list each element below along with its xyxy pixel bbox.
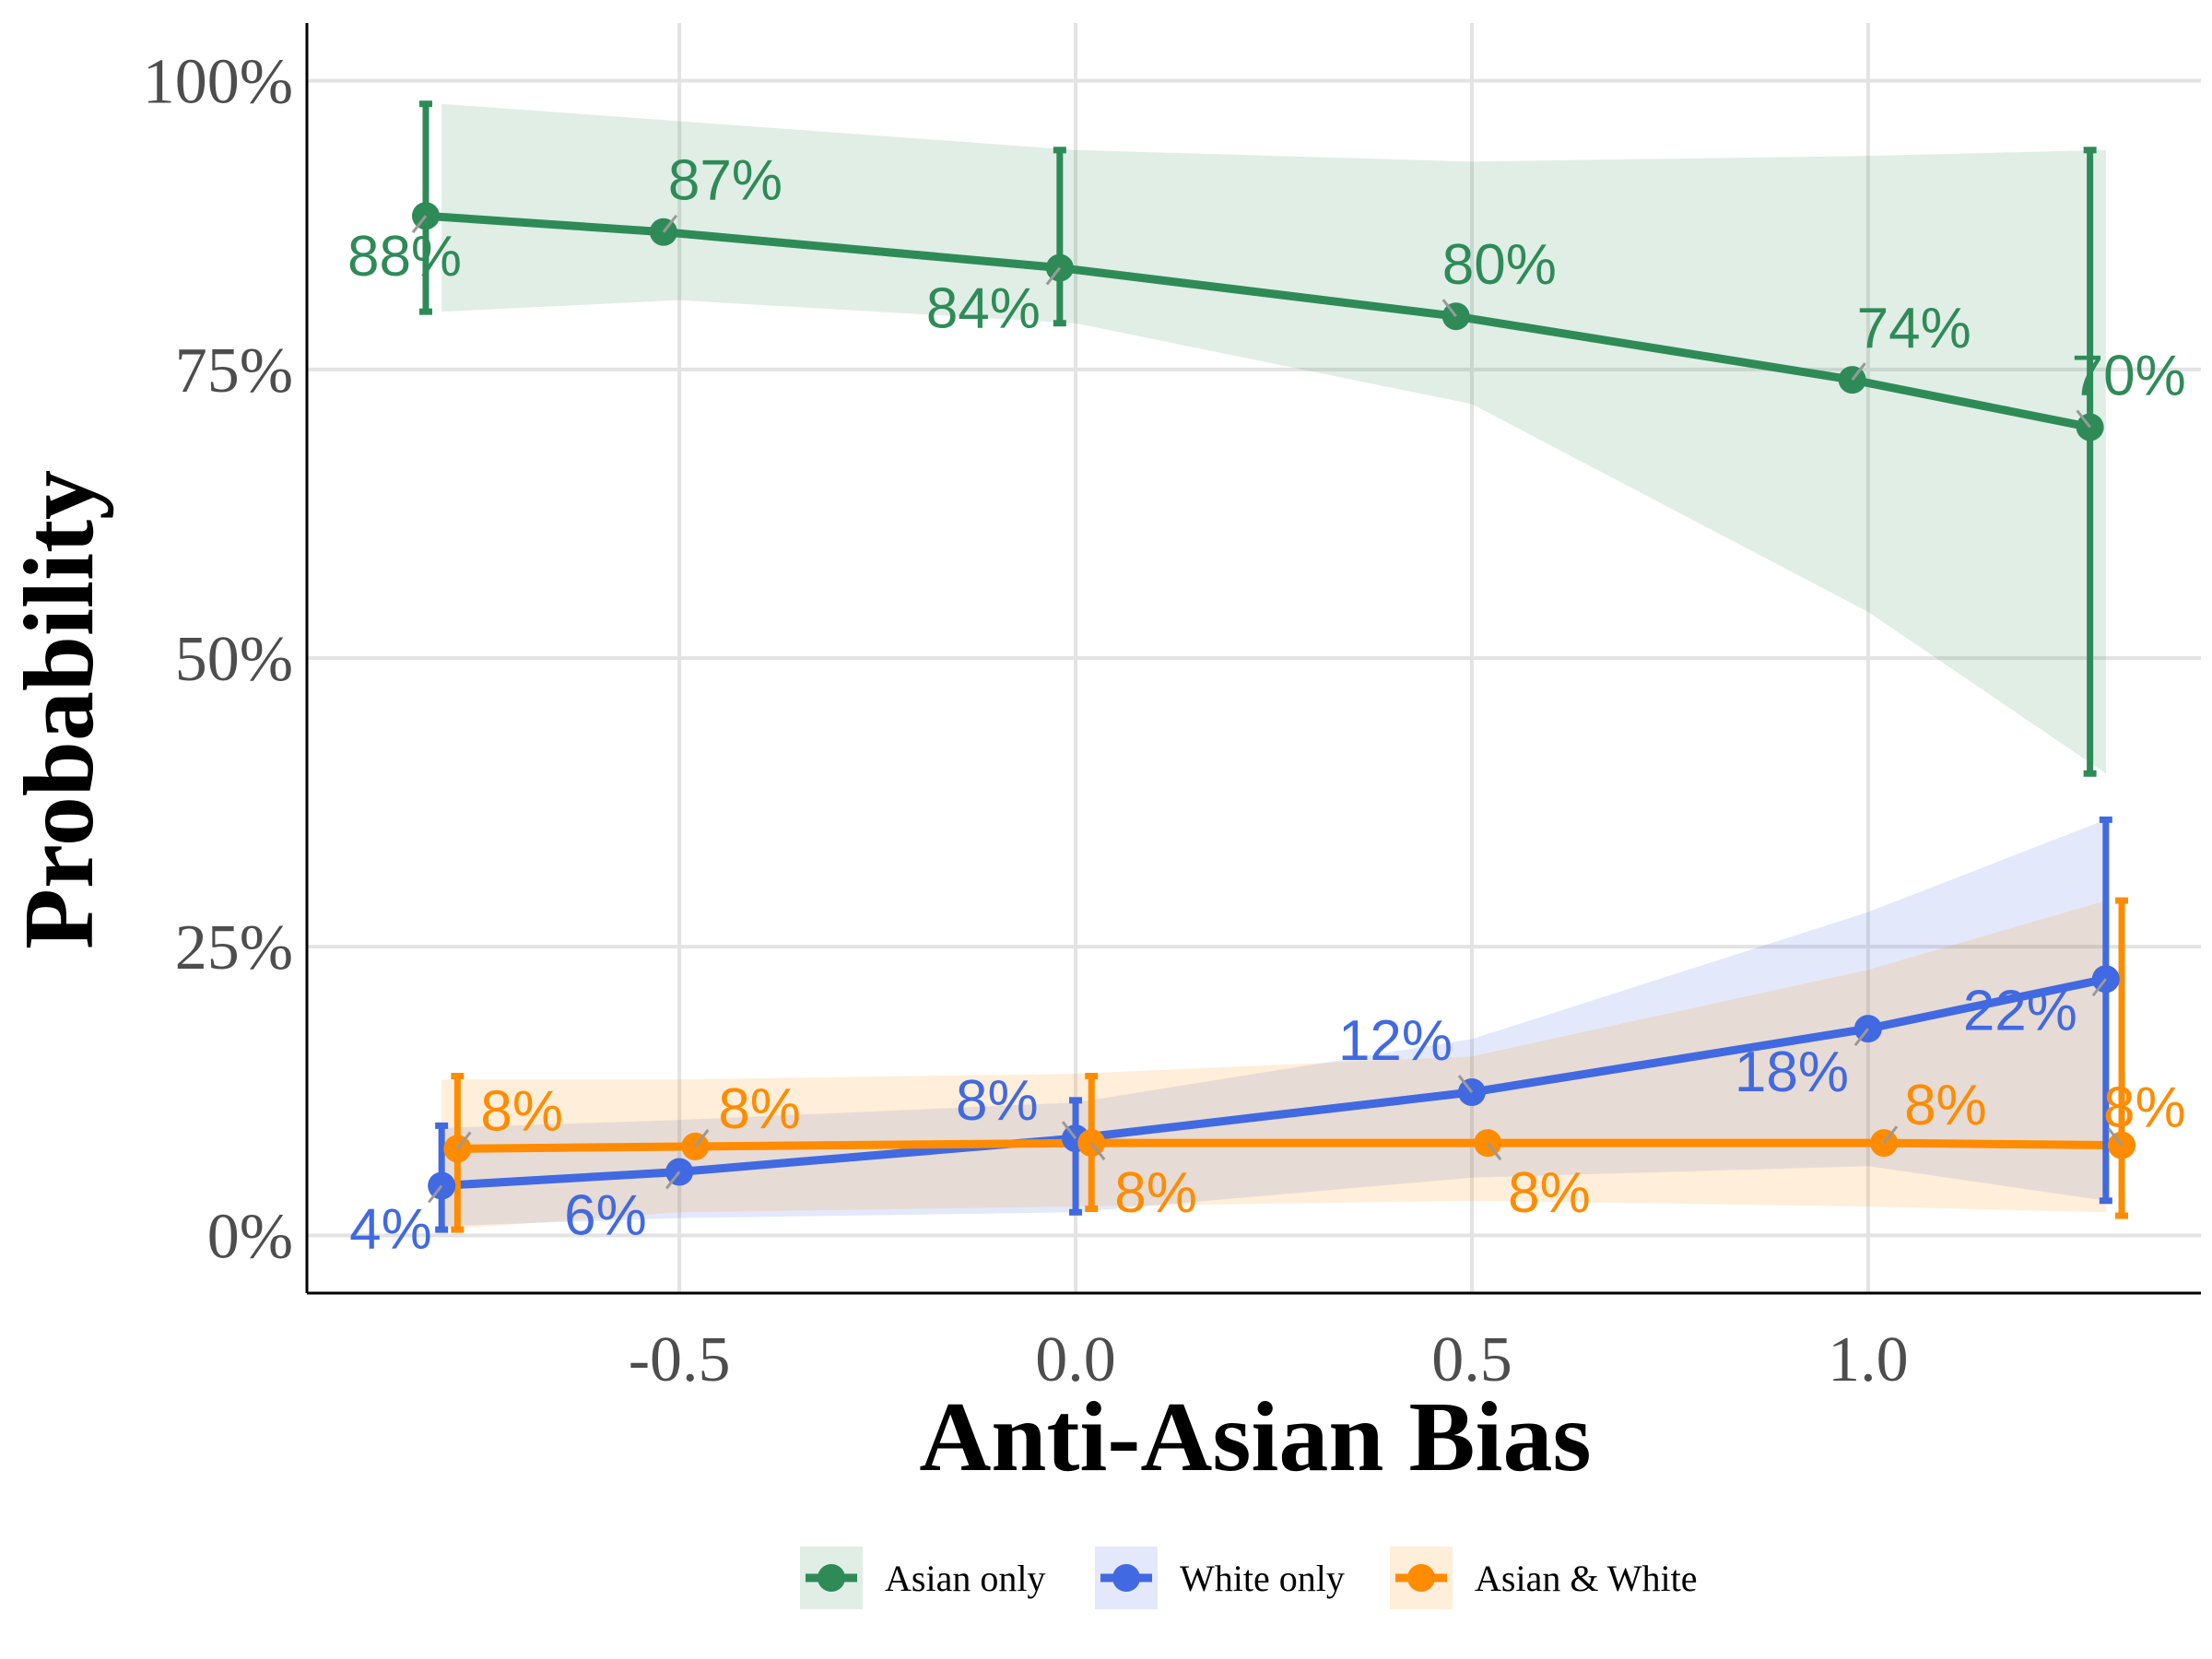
- y-tick-label: 25%: [175, 912, 293, 983]
- asian-only-error-bar: [2083, 147, 2097, 777]
- asian-and-white-line: [457, 1138, 2123, 1153]
- white-only-ribbon: [441, 819, 2106, 1227]
- asian-and-white-label-leader: [1882, 1125, 1899, 1145]
- y-axis-title: Probability: [5, 470, 114, 949]
- asian-only-label-leader: [1851, 362, 1866, 382]
- asian-and-white-data-label: 8%: [718, 1077, 801, 1141]
- y-tick-label: 50%: [175, 624, 293, 695]
- asian-and-white-data-label: 8%: [1508, 1161, 1591, 1225]
- white-only-label-leader: [665, 1171, 681, 1190]
- x-tick-label: 0.0: [1035, 1324, 1116, 1395]
- asian-only-data-label: 80%: [1442, 233, 1557, 297]
- asian-and-white-label-leader: [1486, 1142, 1502, 1161]
- legend-label: Asian & White: [1475, 1558, 1697, 1599]
- asian-and-white-data-label: 8%: [1114, 1161, 1197, 1225]
- y-tick-label: 0%: [207, 1201, 293, 1272]
- data-labels: 88%87%84%80%74%70%4% 6%8%12% 18%22%8% 8%8% 8…: [347, 149, 2186, 1262]
- legend-key-point: [818, 1564, 845, 1592]
- legend-key-point: [1112, 1564, 1140, 1592]
- asian-only-line: [425, 211, 2091, 431]
- white-only-data-label: 8%: [956, 1069, 1039, 1133]
- asian-only-data-label: 74%: [1857, 297, 1971, 360]
- white-only-error-bar: [2099, 816, 2112, 1205]
- x-axis-title: Anti-Asian Bias: [919, 1382, 1591, 1492]
- asian-only-data-label: 88%: [347, 225, 462, 288]
- asian-only-label-leader: [411, 215, 428, 234]
- asian-only-data-label: 70%: [2072, 344, 2186, 407]
- white-only-line: [441, 974, 2107, 1190]
- asian-and-white-data-label: 8%: [480, 1079, 563, 1143]
- white-only-label-leader: [1457, 1075, 1474, 1093]
- x-tick-label: -0.5: [629, 1324, 731, 1395]
- asian-and-white-data-label: 8%: [1904, 1074, 1987, 1137]
- asian-only-label-leader: [2076, 409, 2091, 429]
- confidence-ribbons: [441, 103, 2106, 1230]
- white-only-data-label: 4%: [349, 1197, 432, 1261]
- legend-item-white-only: White only: [1095, 1547, 1345, 1609]
- x-tick-label: 1.0: [1828, 1324, 1909, 1395]
- series-lines: [425, 211, 2123, 1190]
- asian-only-label-leader: [662, 214, 678, 233]
- asian-only-ribbon: [441, 103, 2106, 774]
- white-only-label-leader: [2091, 978, 2108, 997]
- y-tick-label: 75%: [175, 335, 293, 406]
- legend-key-point: [1407, 1564, 1435, 1592]
- asian-and-white-error-bar: [2115, 897, 2129, 1219]
- asian-and-white-label-leader: [2107, 1127, 2124, 1147]
- legend-label: White only: [1180, 1558, 1345, 1599]
- asian-and-white-label-leader: [456, 1131, 472, 1150]
- asian-only-error-bar: [1053, 147, 1066, 327]
- white-only-data-label: 12%: [1338, 1009, 1453, 1073]
- white-only-error-bar: [1069, 1097, 1083, 1216]
- asian-and-white-data-label: 8%: [2103, 1077, 2186, 1140]
- asian-only-label-leader: [1441, 299, 1457, 318]
- asian-and-white-label-leader: [694, 1128, 710, 1147]
- white-only-label-leader: [1061, 1121, 1077, 1140]
- tick-labels: 0% 25% 50% 75% 100% -0.5 0.0 0.5 1.0: [143, 47, 1909, 1395]
- legend-item-asian-only: Asian only: [800, 1547, 1045, 1609]
- x-tick-label: 0.5: [1431, 1324, 1512, 1395]
- white-only-label-leader: [1853, 1028, 1870, 1047]
- white-only-data-label: 6%: [564, 1183, 647, 1247]
- error-bars: [418, 100, 2129, 1233]
- legend: Asian only White only Asian & White: [800, 1547, 1697, 1609]
- asian-only-label-leader: [1045, 266, 1062, 286]
- white-only-label-leader: [427, 1184, 443, 1204]
- legend-label: Asian only: [885, 1558, 1045, 1599]
- asian-only-data-label: 87%: [668, 149, 782, 213]
- axes: [305, 23, 2201, 1295]
- asian-only-point: [649, 218, 677, 246]
- white-only-data-label: 18%: [1735, 1041, 1849, 1104]
- asian-and-white-label-leader: [1090, 1142, 1106, 1161]
- legend-item-asian-and-white: Asian & White: [1390, 1547, 1697, 1609]
- y-tick-label: 100%: [143, 47, 293, 118]
- white-only-data-label: 22%: [1963, 979, 2077, 1042]
- asian-only-data-label: 84%: [926, 277, 1041, 341]
